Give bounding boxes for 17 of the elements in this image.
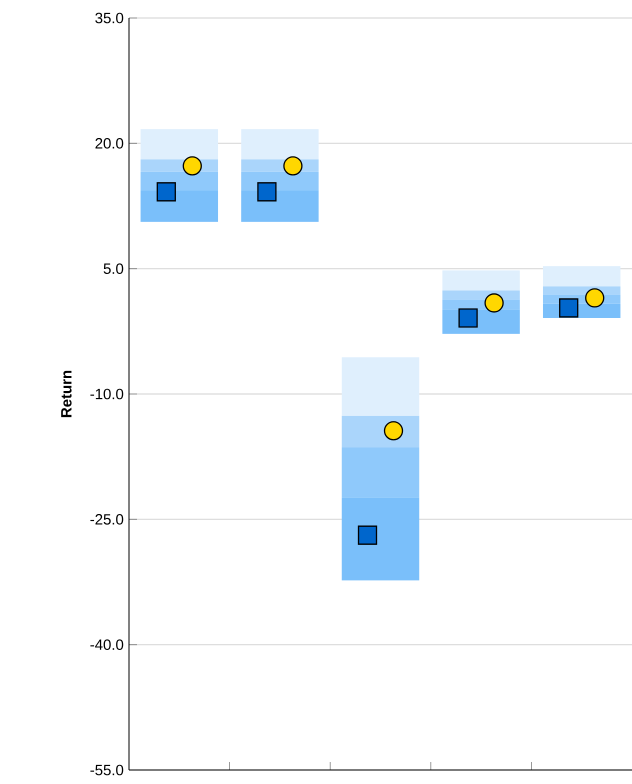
bar <box>342 447 420 498</box>
bar <box>442 270 520 290</box>
bar <box>342 498 420 580</box>
bar <box>241 190 319 222</box>
y-tick-label: -25.0 <box>90 514 124 525</box>
y-tick-label: 20.0 <box>95 138 124 149</box>
y-tick-label: -55.0 <box>90 764 124 776</box>
bar <box>241 129 319 160</box>
y-tick-label: 35.0 <box>95 12 124 24</box>
bar <box>140 129 218 160</box>
y-tick-label: -10.0 <box>90 388 124 400</box>
y-tick-label: -40.0 <box>90 639 124 650</box>
bar <box>342 357 420 416</box>
bar <box>542 266 620 286</box>
y-tick-label: 5.0 <box>104 263 124 274</box>
bar <box>140 190 218 222</box>
y-axis-title: Return <box>61 370 72 418</box>
